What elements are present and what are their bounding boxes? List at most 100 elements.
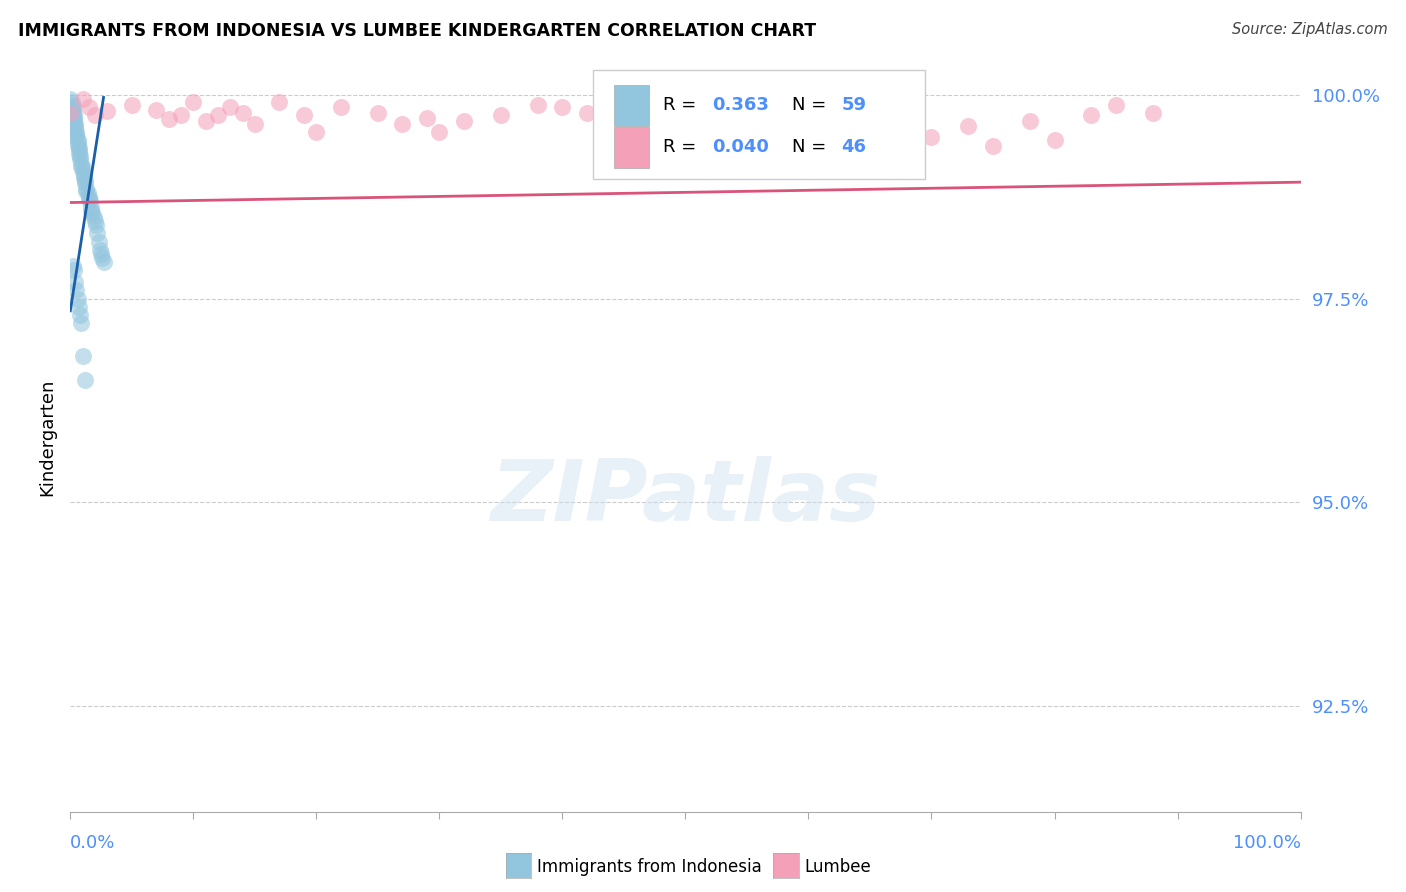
Point (575, 106, 598, 120)
Point (305, 125, 328, 139)
Text: Source: ZipAtlas.com: Source: ZipAtlas.com (1232, 22, 1388, 37)
Point (69, 149, 91, 163)
Point (761, 97, 783, 112)
Point (79, 194, 101, 208)
FancyBboxPatch shape (593, 70, 925, 178)
Point (66, 138, 89, 153)
Point (62, 259, 84, 273)
Y-axis label: Kindergarten: Kindergarten (38, 378, 56, 496)
Point (981, 138, 1004, 153)
Point (957, 119, 980, 133)
Point (859, 133, 882, 147)
Point (96, 104, 118, 119)
Point (1080, 108, 1102, 122)
Point (613, 114, 636, 128)
Bar (614, 85, 648, 126)
Point (65, 122, 87, 136)
Point (75, 176, 96, 190)
Point (62, 100, 84, 114)
Point (1018, 114, 1040, 128)
Text: 100.0%: 100.0% (1233, 834, 1301, 852)
Point (65, 116, 87, 130)
Text: 0.040: 0.040 (713, 138, 769, 156)
Point (66, 135, 89, 149)
Point (72, 161, 94, 176)
Point (699, 100, 721, 114)
Point (69, 308, 91, 322)
Point (1105, 97, 1128, 112)
Point (73, 168, 96, 182)
Point (67, 144, 90, 158)
Point (70, 160, 93, 174)
Text: R =: R = (664, 138, 702, 156)
Point (920, 130, 942, 145)
Point (170, 108, 193, 122)
Point (427, 125, 450, 139)
Point (675, 116, 697, 130)
Point (797, 104, 820, 119)
Point (735, 106, 758, 120)
Point (63, 108, 86, 122)
Text: R =: R = (664, 96, 702, 114)
Point (219, 100, 242, 114)
Point (75, 184, 97, 198)
Point (62, 106, 84, 120)
Point (77, 100, 100, 114)
Point (86, 227, 108, 241)
Point (292, 108, 315, 122)
Point (67, 141, 90, 155)
Point (69, 152, 91, 166)
Point (83, 210, 105, 224)
Point (183, 95, 205, 109)
Text: ZIPatlas: ZIPatlas (491, 456, 880, 539)
Point (269, 95, 291, 109)
Point (84, 214, 107, 228)
Point (66, 292, 89, 306)
Point (77, 192, 100, 206)
Point (70, 316, 93, 330)
Point (66, 133, 89, 147)
Point (59, 106, 82, 120)
Point (489, 108, 512, 122)
Point (67, 300, 90, 314)
Point (1043, 133, 1066, 147)
Point (77, 190, 100, 204)
Text: Lumbee: Lumbee (804, 858, 870, 876)
Point (65, 125, 87, 139)
Point (75, 182, 97, 196)
Point (330, 100, 353, 114)
Point (84, 108, 107, 122)
Point (80, 203, 103, 218)
Point (157, 112, 180, 127)
Point (650, 108, 672, 122)
Point (72, 349, 94, 363)
Text: 59: 59 (842, 96, 866, 114)
Point (82, 206, 104, 220)
Point (453, 114, 475, 128)
Point (93, 255, 115, 269)
Point (62, 103, 84, 117)
Point (70, 157, 93, 171)
Point (80, 201, 103, 215)
Point (67, 146, 90, 161)
Point (65, 276, 87, 290)
Point (76, 186, 98, 200)
Point (63, 114, 86, 128)
Point (145, 103, 167, 117)
Point (63, 111, 86, 125)
Point (65, 119, 87, 133)
Text: Immigrants from Indonesia: Immigrants from Indonesia (537, 858, 762, 876)
Point (59, 92, 82, 106)
Point (90, 247, 112, 261)
Text: N =: N = (793, 138, 832, 156)
Point (243, 116, 266, 130)
Point (60, 97, 83, 112)
Point (72, 92, 94, 106)
Point (84, 219, 107, 233)
Point (75, 373, 96, 387)
Point (121, 97, 143, 112)
Point (60, 95, 83, 109)
Point (91, 251, 114, 265)
Point (526, 97, 548, 112)
Point (72, 165, 94, 179)
